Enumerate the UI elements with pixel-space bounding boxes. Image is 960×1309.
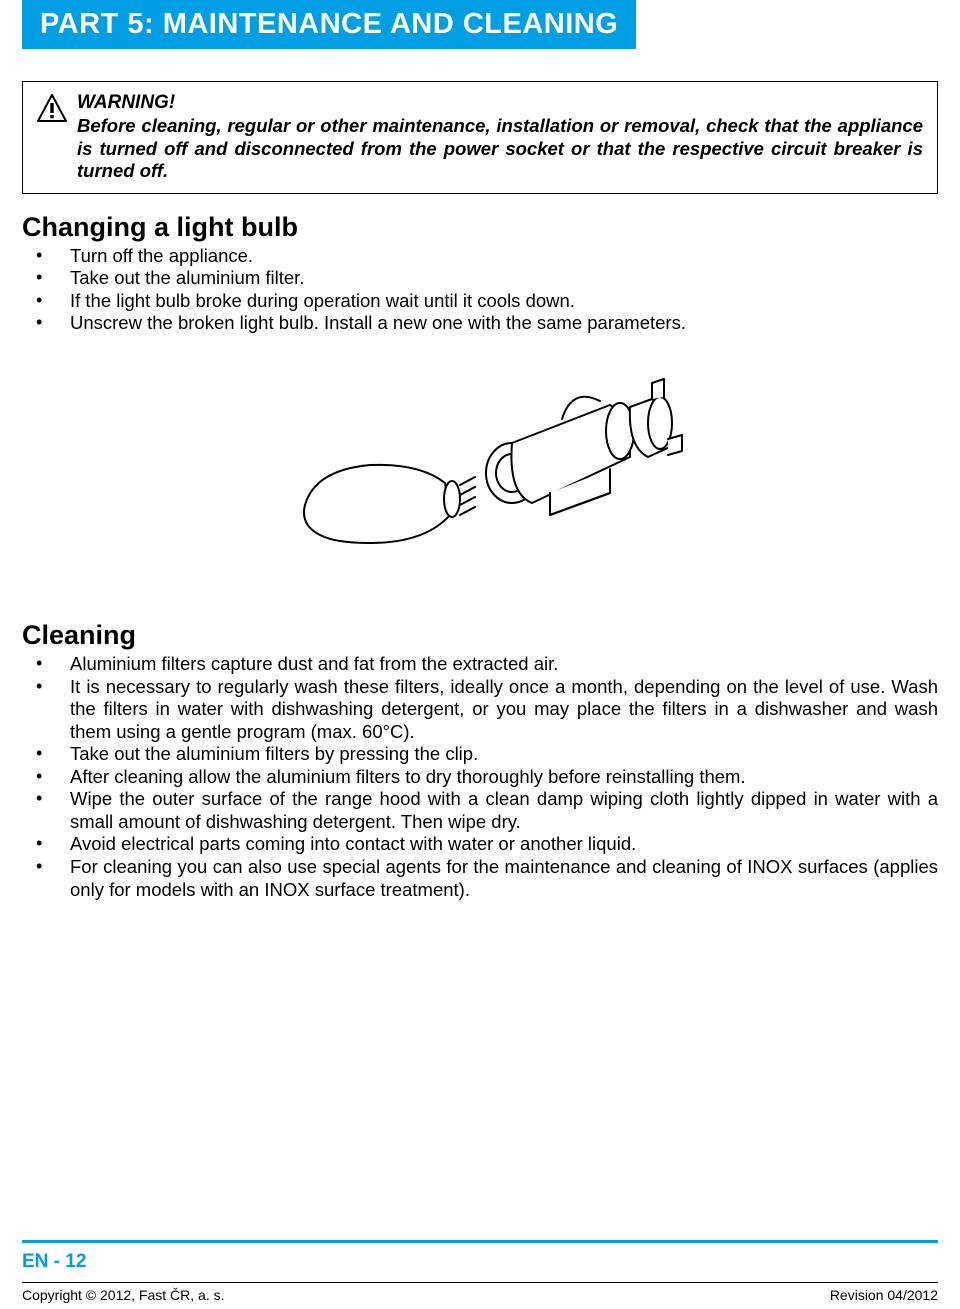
list-item: Take out the aluminium filters by pressi… bbox=[22, 743, 938, 766]
warning-icon bbox=[37, 94, 67, 127]
warning-title: WARNING! bbox=[77, 92, 923, 114]
list-item: It is necessary to regularly wash these … bbox=[22, 676, 938, 744]
list-item: Take out the aluminium filter. bbox=[22, 267, 938, 290]
page-number: EN - 12 bbox=[22, 1251, 86, 1273]
list-item: Aluminium filters capture dust and fat f… bbox=[22, 653, 938, 676]
copyright-text: Copyright © 2012, Fast ČR, a. s. bbox=[22, 1287, 225, 1303]
warning-box: WARNING! Before cleaning, regular or oth… bbox=[22, 81, 938, 194]
list-item: After cleaning allow the aluminium filte… bbox=[22, 766, 938, 789]
revision-text: Revision 04/2012 bbox=[830, 1287, 938, 1303]
list-item: Unscrew the broken light bulb. Install a… bbox=[22, 312, 938, 335]
cleaning-list: Aluminium filters capture dust and fat f… bbox=[22, 653, 938, 901]
list-item: If the light bulb broke during operation… bbox=[22, 290, 938, 313]
warning-body: Before cleaning, regular or other mainte… bbox=[77, 115, 923, 183]
list-item: Avoid electrical parts coming into conta… bbox=[22, 833, 938, 856]
list-item: Wipe the outer surface of the range hood… bbox=[22, 788, 938, 833]
footer-rule bbox=[22, 1240, 938, 1243]
changing-bulb-list: Turn off the appliance. Take out the alu… bbox=[22, 245, 938, 335]
footer-thin-rule bbox=[22, 1282, 938, 1283]
section-changing-bulb-title: Changing a light bulb bbox=[22, 212, 938, 243]
list-item: For cleaning you can also use special ag… bbox=[22, 856, 938, 901]
part-header: PART 5: MAINTENANCE AND CLEANING bbox=[22, 0, 636, 49]
section-cleaning-title: Cleaning bbox=[22, 620, 938, 651]
bulb-diagram bbox=[22, 365, 938, 580]
list-item: Turn off the appliance. bbox=[22, 245, 938, 268]
